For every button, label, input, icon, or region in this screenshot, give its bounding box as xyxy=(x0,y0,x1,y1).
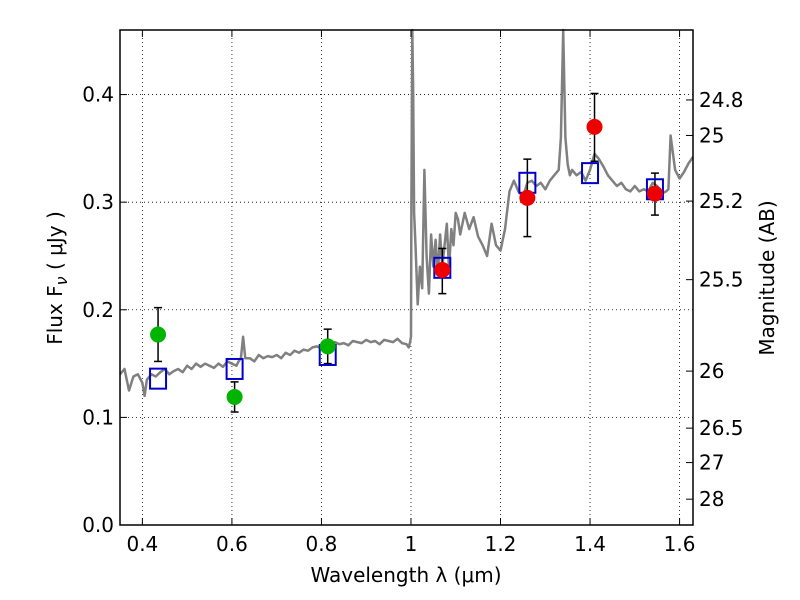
model-photometry-square xyxy=(581,162,600,185)
y-axis-label-unit: ( μJy ) xyxy=(43,211,67,276)
y-axis-label: Flux Fν ( μJy ) xyxy=(43,211,71,345)
model-photometry-square xyxy=(225,357,244,380)
error-bars xyxy=(154,92,659,413)
x-axis-label: Wavelength λ (μm) xyxy=(310,563,501,587)
x-tick-label: 1 xyxy=(405,532,418,556)
nir-flux-point xyxy=(586,118,603,135)
x-tick-label: 0.4 xyxy=(126,532,158,556)
y2-axis: 24.8 25 25.2 25.5 26 26.5 27 28 xyxy=(686,88,744,511)
observed-flux-markers xyxy=(150,118,663,405)
y-tick-label: 0.0 xyxy=(82,513,114,537)
y2-tick-label: 28 xyxy=(699,487,724,511)
model-photometry-markers xyxy=(149,162,664,390)
model-photometry-square xyxy=(149,367,168,390)
optical-flux-point xyxy=(226,388,243,405)
y-tick-label: 0.2 xyxy=(82,298,114,322)
nir-flux-point xyxy=(646,185,663,202)
y2-tick-label: 26 xyxy=(699,359,724,383)
grid xyxy=(120,30,693,525)
nir-flux-point xyxy=(519,189,536,206)
y-axis: 0.0 0.1 0.2 0.3 0.4 xyxy=(82,83,127,537)
y2-tick-label: 26.5 xyxy=(699,416,744,440)
y2-tick-label: 27 xyxy=(699,451,724,475)
x-tick-label: 0.6 xyxy=(216,532,248,556)
optical-flux-point xyxy=(319,338,336,355)
x-tick-label: 1.4 xyxy=(574,532,606,556)
y2-tick-label: 25 xyxy=(699,123,724,147)
nir-flux-point xyxy=(434,261,451,278)
y-tick-label: 0.4 xyxy=(82,83,114,107)
model-sed-line xyxy=(119,28,695,398)
optical-flux-point xyxy=(150,326,167,343)
y-axis-label-sub: ν xyxy=(52,276,71,285)
x-tick-label: 1.2 xyxy=(485,532,517,556)
x-tick-label: 1.6 xyxy=(664,532,696,556)
y2-tick-label: 25.5 xyxy=(699,268,744,292)
y2-tick-label: 25.2 xyxy=(699,189,744,213)
y2-tick-label: 24.8 xyxy=(699,88,744,112)
plot-frame xyxy=(119,29,694,526)
x-tick-label: 0.8 xyxy=(306,532,338,556)
x-axis: 0.4 0.6 0.8 1 1.2 1.4 1.6 xyxy=(126,30,695,556)
y2-axis-label: Magnitude (AB) xyxy=(755,200,779,355)
y-tick-label: 0.1 xyxy=(82,405,114,429)
y-tick-label: 0.3 xyxy=(82,190,114,214)
model-sed-path xyxy=(119,28,695,398)
y-axis-label-main: Flux F xyxy=(43,285,67,344)
